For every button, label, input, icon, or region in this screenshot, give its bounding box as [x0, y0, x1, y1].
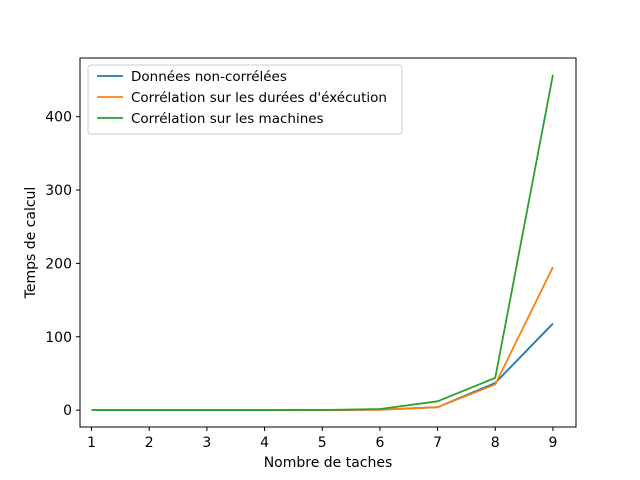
- series-line-2: [91, 266, 554, 412]
- y-tick-label: 300: [45, 183, 72, 199]
- series-line-1: [91, 322, 554, 412]
- x-tick-label: 7: [433, 435, 442, 451]
- x-tick-label: 8: [491, 435, 500, 451]
- legend-label: Corrélation sur les durées d'éxécution: [131, 90, 387, 106]
- legend-label: Données non-corrélées: [131, 69, 287, 85]
- x-tick-label: 4: [260, 435, 269, 451]
- x-tick-label: 5: [318, 435, 327, 451]
- series-line-3: [91, 74, 554, 412]
- y-tick-label: 200: [45, 256, 72, 272]
- plot-series: [91, 74, 554, 412]
- y-axis-label: Temps de calcul: [23, 187, 39, 300]
- x-tick-label: 1: [87, 435, 96, 451]
- x-tick-label: 9: [548, 435, 557, 451]
- x-tick-label: 6: [375, 435, 384, 451]
- y-tick-label: 400: [45, 110, 72, 126]
- legend: Données non-corrélées Corrélation sur les…: [87, 64, 403, 135]
- x-axis: 1 2 3 4 5 6 7 8 9: [87, 427, 557, 451]
- y-tick-label: 100: [45, 330, 72, 346]
- x-axis-label: Nombre de taches: [264, 455, 393, 471]
- legend-box: [87, 64, 403, 135]
- x-tick-label: 2: [145, 435, 154, 451]
- axes-frame: [79, 57, 577, 428]
- y-axis: 0 100 200 300 400: [45, 110, 80, 419]
- x-tick-label: 3: [202, 435, 211, 451]
- y-tick-label: 0: [63, 403, 72, 419]
- legend-label: Corrélation sur les machines: [131, 111, 324, 127]
